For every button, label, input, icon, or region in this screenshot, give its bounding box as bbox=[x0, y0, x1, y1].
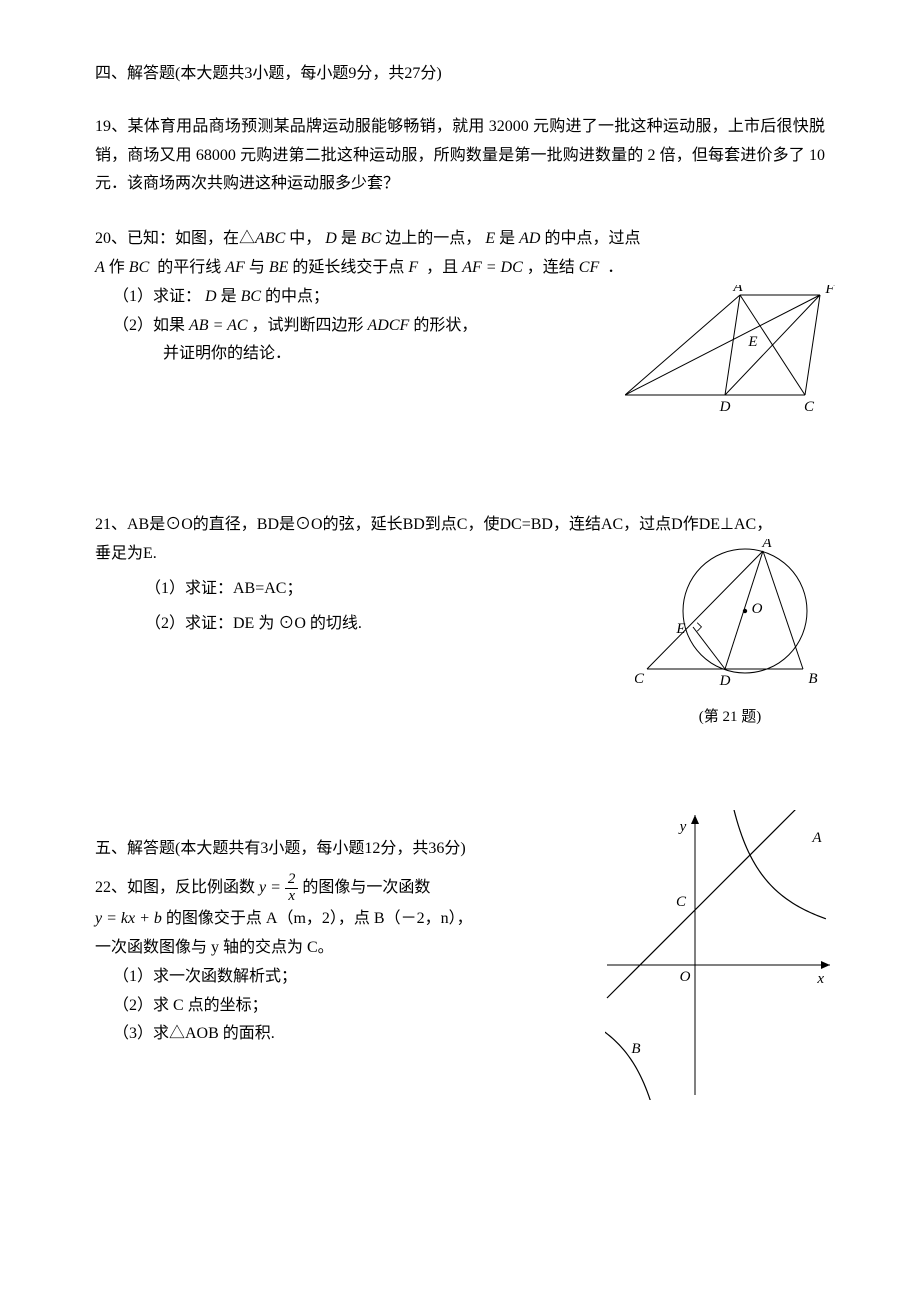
p20-l2f: ，连结 bbox=[527, 259, 575, 276]
p22-eqline: y = kx + b bbox=[95, 910, 162, 927]
triangle-figure-svg: AFBDCE bbox=[625, 285, 845, 420]
p20-l1c: 是 bbox=[341, 230, 357, 247]
svg-text:B: B bbox=[808, 671, 817, 687]
problem-22-figure: A B C Ox y bbox=[605, 810, 835, 1100]
p20-l2d: 的延长线交于点 bbox=[292, 259, 404, 276]
problem-19-text: 19、某体育用品商场预测某品牌运动服能够畅销，就用 32000 元购进了一批这种… bbox=[95, 113, 825, 199]
section-5-title: 五、解答题(本大题共有3小题，每小题12分，共36分) bbox=[95, 840, 466, 857]
p20-BC3: BC bbox=[241, 288, 261, 305]
section-4-header: 四、解答题(本大题共3小题，每小题9分，共27分) bbox=[95, 60, 825, 89]
p20-AD: AD bbox=[519, 230, 540, 247]
problem-22-line2: y = kx + b 的图像交于点 A（m，2），点 B（－2，n）， bbox=[95, 905, 515, 934]
p22-l2a: 的图像交于点 A（m，2），点 B（－2，n）， bbox=[166, 910, 473, 927]
problem-22: 22、如图，反比例函数 y = 2x 的图像与一次函数 y = kx + b 的… bbox=[95, 870, 825, 1130]
svg-text:A: A bbox=[761, 539, 772, 551]
p20-l2c: 与 bbox=[249, 259, 265, 276]
p20-l1f: 的中点，过点 bbox=[544, 230, 640, 247]
p20-s1b: 是 bbox=[221, 288, 237, 305]
p20-A: A bbox=[95, 259, 105, 276]
p20-tri: △ bbox=[239, 230, 255, 247]
svg-text:D: D bbox=[719, 399, 731, 415]
p20-l1a: 20、已知：如图，在 bbox=[95, 230, 239, 247]
svg-text:O: O bbox=[680, 969, 691, 985]
problem-22-sub2: （2）求 C 点的坐标； bbox=[95, 992, 515, 1021]
svg-text:A: A bbox=[811, 830, 822, 846]
p22-l1a: 22、如图，反比例函数 bbox=[95, 879, 255, 896]
p20-l2g: ． bbox=[607, 259, 623, 276]
p20-s2a: （2）如果 bbox=[113, 317, 185, 334]
problem-20-line1: 20、已知：如图，在△ABC 中， D 是 BC 边上的一点， E 是 AD 的… bbox=[95, 225, 825, 254]
p20-CF: CF bbox=[579, 259, 599, 276]
svg-text:F: F bbox=[824, 285, 835, 297]
problem-19: 19、某体育用品商场预测某品牌运动服能够畅销，就用 32000 元购进了一批这种… bbox=[95, 113, 825, 199]
svg-text:O: O bbox=[752, 601, 763, 617]
p20-F: F bbox=[408, 259, 418, 276]
p20-D2: D bbox=[205, 288, 217, 305]
p20-ABeqAC: AB = AC bbox=[189, 317, 248, 334]
problem-21: 21、AB是⊙O的直径，BD是⊙O的弦，延长BD到点C，使DC=BD，连结AC，… bbox=[95, 511, 825, 731]
p20-AF: AF bbox=[225, 259, 245, 276]
svg-text:y: y bbox=[678, 819, 687, 835]
problem-20: 20、已知：如图，在△ABC 中， D 是 BC 边上的一点， E 是 AD 的… bbox=[95, 225, 825, 405]
p20-BC2: BC bbox=[129, 259, 149, 276]
p20-s1c: 的中点； bbox=[265, 288, 329, 305]
p22-l1b: 的图像与一次函数 bbox=[302, 879, 430, 896]
p20-l1e: 是 bbox=[499, 230, 515, 247]
svg-text:E: E bbox=[675, 621, 685, 637]
problem-22-sub1: （1）求一次函数解析式； bbox=[95, 963, 515, 992]
fraction-icon: 2x bbox=[285, 872, 299, 905]
p20-D: D bbox=[325, 230, 337, 247]
section-4-title: 四、解答题(本大题共3小题，每小题9分，共27分) bbox=[95, 65, 442, 82]
p20-ABC: ABC bbox=[255, 230, 285, 247]
svg-text:C: C bbox=[635, 671, 645, 687]
problem-20-figure: AFBDCE bbox=[625, 285, 845, 420]
problem-21-line1: 21、AB是⊙O的直径，BD是⊙O的弦，延长BD到点C，使DC=BD，连结AC，… bbox=[95, 511, 825, 540]
p20-l1b: 中， bbox=[289, 230, 321, 247]
svg-text:B: B bbox=[631, 1041, 640, 1057]
p20-AFeqDC: AF = DC bbox=[462, 259, 523, 276]
svg-text:C: C bbox=[676, 894, 687, 910]
p20-BC: BC bbox=[361, 230, 381, 247]
problem-22-line3: 一次函数图像与 y 轴的交点为 C。 bbox=[95, 934, 515, 963]
circle-figure-svg: A B C D E O bbox=[635, 539, 825, 689]
problem-20-line2: A 作 BC 的平行线 AF 与 BE 的延长线交于点 F ，且 AF = DC… bbox=[95, 254, 825, 283]
svg-text:D: D bbox=[719, 673, 731, 689]
p20-E: E bbox=[485, 230, 495, 247]
p20-l2e: ，且 bbox=[426, 259, 458, 276]
p20-BE: BE bbox=[269, 259, 289, 276]
p22-eqy: y = bbox=[259, 879, 285, 896]
problem-22-line1: 22、如图，反比例函数 y = 2x 的图像与一次函数 bbox=[95, 870, 515, 905]
p21-l1: 21、AB是⊙O的直径，BD是⊙O的弦，延长BD到点C，使DC=BD，连结AC，… bbox=[95, 516, 772, 533]
problem-21-figure: A B C D E O (第 21 题) bbox=[635, 539, 825, 731]
svg-text:x: x bbox=[816, 971, 824, 987]
p22-num: 2 bbox=[285, 872, 299, 889]
p21-s1: （1）求证：AB=AC； bbox=[145, 580, 302, 597]
p20-l2b: 的平行线 bbox=[157, 259, 221, 276]
p20-l2a: 作 bbox=[109, 259, 125, 276]
p20-s2b: ，试判断四边形 bbox=[252, 317, 364, 334]
problem-21-caption: (第 21 题) bbox=[635, 704, 825, 731]
p20-l1d: 边上的一点， bbox=[385, 230, 481, 247]
svg-text:A: A bbox=[732, 285, 743, 295]
p22-den: x bbox=[285, 889, 299, 905]
p21-s2: （2）求证：DE 为 ⊙O 的切线. bbox=[145, 615, 362, 632]
svg-text:C: C bbox=[804, 399, 815, 415]
p20-s2next: 并证明你的结论． bbox=[163, 345, 291, 362]
p20-s2c: 的形状， bbox=[413, 317, 477, 334]
p20-s1a: （1）求证： bbox=[113, 288, 201, 305]
graph-figure-svg: A B C Ox y bbox=[605, 810, 835, 1100]
problem-22-sub3: （3）求△AOB 的面积. bbox=[95, 1020, 515, 1049]
svg-text:E: E bbox=[747, 334, 757, 350]
p20-ADCF: ADCF bbox=[368, 317, 410, 334]
